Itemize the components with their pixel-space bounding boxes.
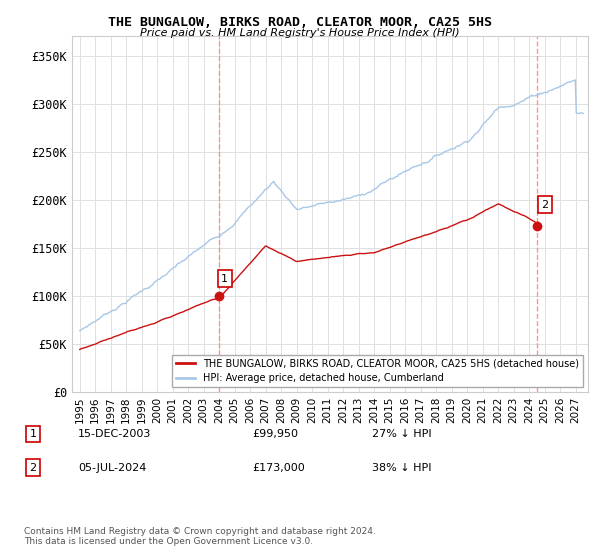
Text: 1: 1 <box>221 274 228 284</box>
Text: £173,000: £173,000 <box>252 463 305 473</box>
Text: THE BUNGALOW, BIRKS ROAD, CLEATOR MOOR, CA25 5HS: THE BUNGALOW, BIRKS ROAD, CLEATOR MOOR, … <box>108 16 492 29</box>
Text: 38% ↓ HPI: 38% ↓ HPI <box>372 463 431 473</box>
Text: £99,950: £99,950 <box>252 429 298 439</box>
Text: 15-DEC-2003: 15-DEC-2003 <box>78 429 151 439</box>
Text: 2: 2 <box>541 199 548 209</box>
Text: 2: 2 <box>29 463 37 473</box>
Text: 27% ↓ HPI: 27% ↓ HPI <box>372 429 431 439</box>
Legend: THE BUNGALOW, BIRKS ROAD, CLEATOR MOOR, CA25 5HS (detached house), HPI: Average : THE BUNGALOW, BIRKS ROAD, CLEATOR MOOR, … <box>172 354 583 387</box>
Text: Price paid vs. HM Land Registry's House Price Index (HPI): Price paid vs. HM Land Registry's House … <box>140 28 460 38</box>
Text: Contains HM Land Registry data © Crown copyright and database right 2024.
This d: Contains HM Land Registry data © Crown c… <box>24 526 376 546</box>
Text: 1: 1 <box>29 429 37 439</box>
Text: 05-JUL-2024: 05-JUL-2024 <box>78 463 146 473</box>
